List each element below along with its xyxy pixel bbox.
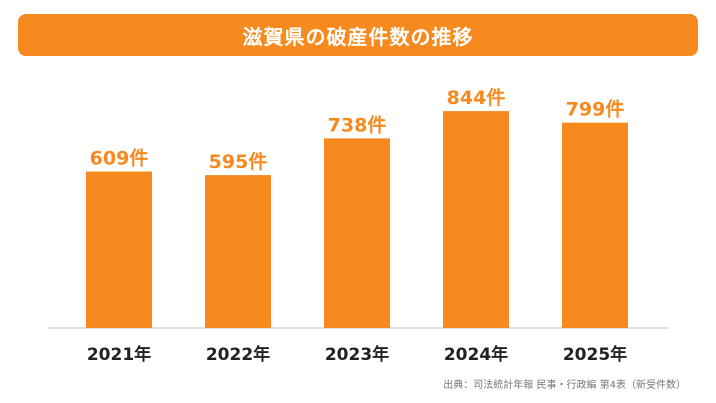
value-label-1: 609件 [90,147,149,170]
bar-1 [86,171,152,328]
value-label-4: 844件 [447,86,506,109]
x-tick-label-5: 2025年 [563,344,627,365]
bar-3 [324,138,390,328]
bar-2 [205,175,271,328]
x-tick-label-1: 2021年 [87,344,151,365]
x-tick-label-3: 2023年 [325,344,389,365]
value-label-2: 595件 [209,150,268,173]
x-tick-label-2: 2022年 [206,344,270,365]
source-note: 出典：司法統計年報 民事・行政編 第4表（新受件数） [443,380,686,391]
value-label-5: 799件 [566,98,625,121]
bar-5 [562,122,628,328]
chart-title: 滋賀県の破産件数の推移 [18,14,698,56]
x-tick-label-4: 2024年 [444,344,508,365]
bar-4 [443,111,509,328]
value-label-3: 738件 [328,113,387,136]
